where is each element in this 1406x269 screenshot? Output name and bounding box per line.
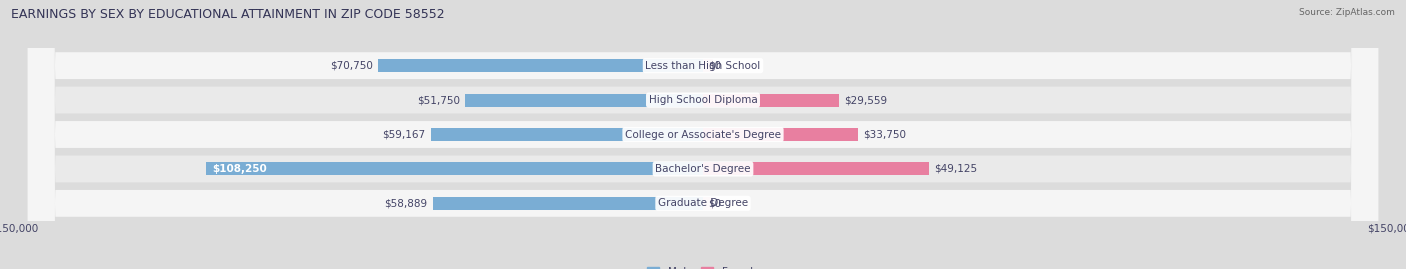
- Text: Less than High School: Less than High School: [645, 61, 761, 71]
- Bar: [703, 162, 928, 175]
- Legend: Male, Female: Male, Female: [643, 263, 763, 269]
- Text: $58,889: $58,889: [384, 198, 427, 208]
- Text: Bachelor's Degree: Bachelor's Degree: [655, 164, 751, 174]
- Bar: [703, 128, 858, 141]
- Bar: [378, 59, 703, 72]
- Bar: [465, 94, 703, 107]
- Bar: [703, 94, 839, 107]
- Bar: [205, 162, 703, 175]
- Text: $51,750: $51,750: [416, 95, 460, 105]
- Text: High School Diploma: High School Diploma: [648, 95, 758, 105]
- Text: $33,750: $33,750: [863, 129, 907, 140]
- Text: $108,250: $108,250: [212, 164, 267, 174]
- Bar: [703, 197, 713, 210]
- Text: Graduate Degree: Graduate Degree: [658, 198, 748, 208]
- Bar: [432, 128, 703, 141]
- FancyBboxPatch shape: [28, 0, 1378, 269]
- Text: $0: $0: [709, 198, 721, 208]
- Text: $49,125: $49,125: [934, 164, 977, 174]
- FancyBboxPatch shape: [28, 0, 1378, 269]
- Text: $59,167: $59,167: [382, 129, 426, 140]
- Bar: [703, 59, 713, 72]
- FancyBboxPatch shape: [28, 0, 1378, 269]
- FancyBboxPatch shape: [28, 0, 1378, 269]
- Text: $0: $0: [709, 61, 721, 71]
- Text: College or Associate's Degree: College or Associate's Degree: [626, 129, 780, 140]
- Text: Source: ZipAtlas.com: Source: ZipAtlas.com: [1299, 8, 1395, 17]
- Text: EARNINGS BY SEX BY EDUCATIONAL ATTAINMENT IN ZIP CODE 58552: EARNINGS BY SEX BY EDUCATIONAL ATTAINMEN…: [11, 8, 444, 21]
- Text: $29,559: $29,559: [844, 95, 887, 105]
- Text: $70,750: $70,750: [329, 61, 373, 71]
- FancyBboxPatch shape: [28, 0, 1378, 269]
- Bar: [433, 197, 703, 210]
